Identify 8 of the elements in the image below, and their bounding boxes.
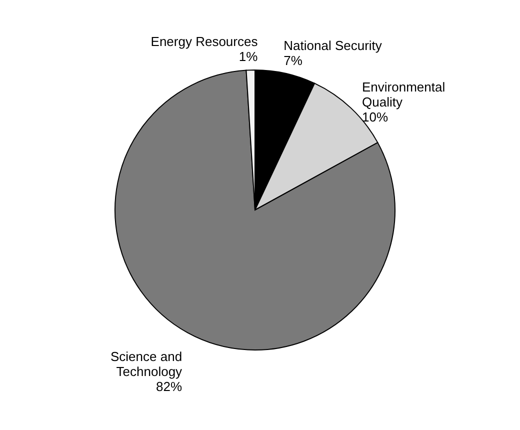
data-label: 7% xyxy=(284,53,303,68)
data-label: 10% xyxy=(362,110,388,125)
data-label: 82% xyxy=(156,379,182,394)
data-label: 1% xyxy=(238,49,258,64)
slice-label: Environmental Quality xyxy=(362,80,446,110)
slice-label: Energy Resources xyxy=(150,34,258,50)
slice-label: National Security xyxy=(284,38,382,54)
slice-label: Science and Technology xyxy=(110,349,183,380)
